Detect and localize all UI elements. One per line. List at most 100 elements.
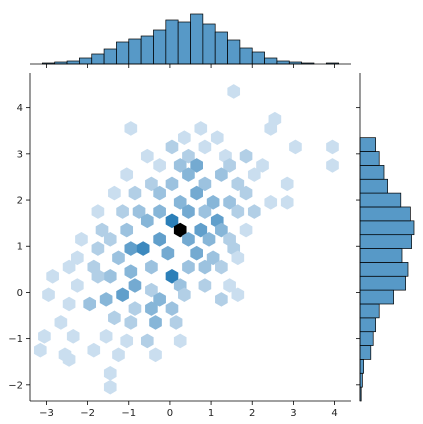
hexbin-cell — [62, 259, 76, 275]
hexbin-cell — [165, 176, 179, 192]
hexbin-cell — [38, 329, 51, 344]
marginal-y-bar — [359, 165, 385, 180]
marginal-y-bar — [359, 289, 394, 305]
marginal-y-bar — [359, 178, 388, 194]
hexbin-cell — [190, 245, 203, 261]
hexbin-cell — [173, 222, 187, 238]
hexbin-cell — [223, 195, 236, 210]
hexbin-cell — [132, 204, 146, 219]
hexbin-cell — [247, 167, 261, 182]
hexbin-cell — [173, 333, 187, 349]
hexbin-cell — [46, 268, 59, 284]
marginal-x-bar — [251, 51, 265, 65]
axes-frame — [29, 73, 351, 402]
hexbin-cell — [198, 204, 212, 219]
marginal-x-bar — [79, 57, 93, 65]
hexbin-cell — [239, 185, 253, 201]
hexbin-cell — [280, 176, 294, 192]
marginal-x-bar — [177, 21, 191, 65]
hexbin-cell — [116, 287, 129, 303]
hexbin-cell — [71, 278, 84, 293]
x-tick-label: 3 — [290, 408, 296, 419]
marginal-x-bar — [239, 47, 253, 65]
hexbin-cell — [182, 204, 195, 219]
hexbin-cell — [103, 268, 117, 284]
marginal-y-bar — [359, 345, 372, 360]
marginal-x-bar — [116, 41, 130, 65]
hexbin-cell — [112, 250, 125, 266]
hexbin-cell — [124, 121, 138, 136]
hexbin-cell — [120, 222, 134, 238]
hexbin-cell — [165, 213, 179, 229]
hexbin-cell — [264, 195, 278, 210]
hexbin-cell — [95, 222, 109, 238]
hexbin-cell — [165, 301, 179, 316]
hexbin-cell — [87, 342, 101, 358]
marginal-y-bar — [359, 275, 406, 291]
hexbin-cell — [120, 167, 134, 182]
marginal-y-bar — [359, 206, 411, 222]
hexbin-cell — [145, 259, 158, 275]
hexbin-cell — [231, 204, 245, 219]
marginal-y-bar — [359, 331, 374, 346]
hexbin-cell — [206, 195, 220, 210]
marginal-x-bar — [153, 29, 167, 65]
hexbin-cell — [108, 185, 121, 201]
hexbin-cell — [256, 158, 269, 173]
hexbin-cell — [169, 315, 183, 330]
hexbin-plot-area — [33, 84, 339, 395]
hexbin-cell — [190, 185, 203, 201]
x-tick-label: 0 — [167, 408, 173, 419]
hexbin-cell — [239, 148, 253, 164]
y-tick-label: −2 — [8, 380, 23, 391]
hexbin-cell — [128, 278, 142, 293]
hexbin-cell — [149, 315, 162, 330]
hexbin-cell — [128, 185, 142, 201]
y-tick-label: 1 — [17, 242, 23, 253]
hexbin-cell — [247, 204, 261, 219]
hexbin-cell — [136, 241, 150, 256]
y-tick-label: −1 — [8, 334, 23, 345]
hexbin-cell — [223, 158, 236, 173]
hexbin-cell — [289, 139, 302, 155]
x-tick-label: 1 — [208, 408, 214, 419]
marginal-y-bar — [359, 303, 380, 319]
marginal-x-bar — [140, 35, 154, 65]
marginal-y-bar — [359, 317, 376, 333]
marginal-y-bar — [359, 248, 403, 263]
hexbin-cell — [103, 365, 117, 381]
hexbin-cell — [206, 250, 220, 266]
marginal-x-bar — [190, 13, 204, 65]
hexbin-cell — [194, 121, 208, 136]
hexbin-cell — [99, 292, 113, 307]
hexbin-cell — [33, 342, 47, 358]
hexbin-cell — [227, 84, 241, 99]
hexbin-cell — [54, 315, 68, 330]
hexbin-cell — [103, 379, 117, 395]
marginal-x-histogram — [30, 13, 351, 68]
hexbin-cell — [239, 222, 253, 238]
marginal-y-bar — [359, 220, 415, 236]
hexbin-cell — [202, 232, 216, 247]
hexbin-cell — [145, 301, 158, 316]
hexbin-cell — [198, 259, 212, 275]
hexbin-cell — [128, 301, 142, 316]
hexbin-cell — [215, 259, 228, 275]
y-axis-ticks: −2 −1 0 1 2 3 4 — [8, 103, 30, 391]
hexbin-cell — [182, 148, 195, 164]
hexbin-cell — [140, 148, 154, 164]
hexbin-cell — [190, 158, 203, 173]
hexbin-cell — [120, 333, 134, 349]
hexbin-cell — [83, 296, 96, 312]
hexbin-cell — [215, 167, 228, 182]
marginal-x-bar — [264, 57, 278, 65]
marginal-x-bar — [91, 53, 105, 65]
hexbin-cell — [210, 130, 224, 145]
hexbin-cell — [42, 287, 55, 303]
marginal-y-bar — [359, 151, 380, 166]
hexbin-cell — [62, 352, 76, 367]
hexbin-cell — [198, 278, 212, 293]
marginal-x-bar — [128, 38, 142, 65]
marginal-x-bar — [66, 60, 80, 65]
y-tick-label: 0 — [17, 288, 23, 299]
